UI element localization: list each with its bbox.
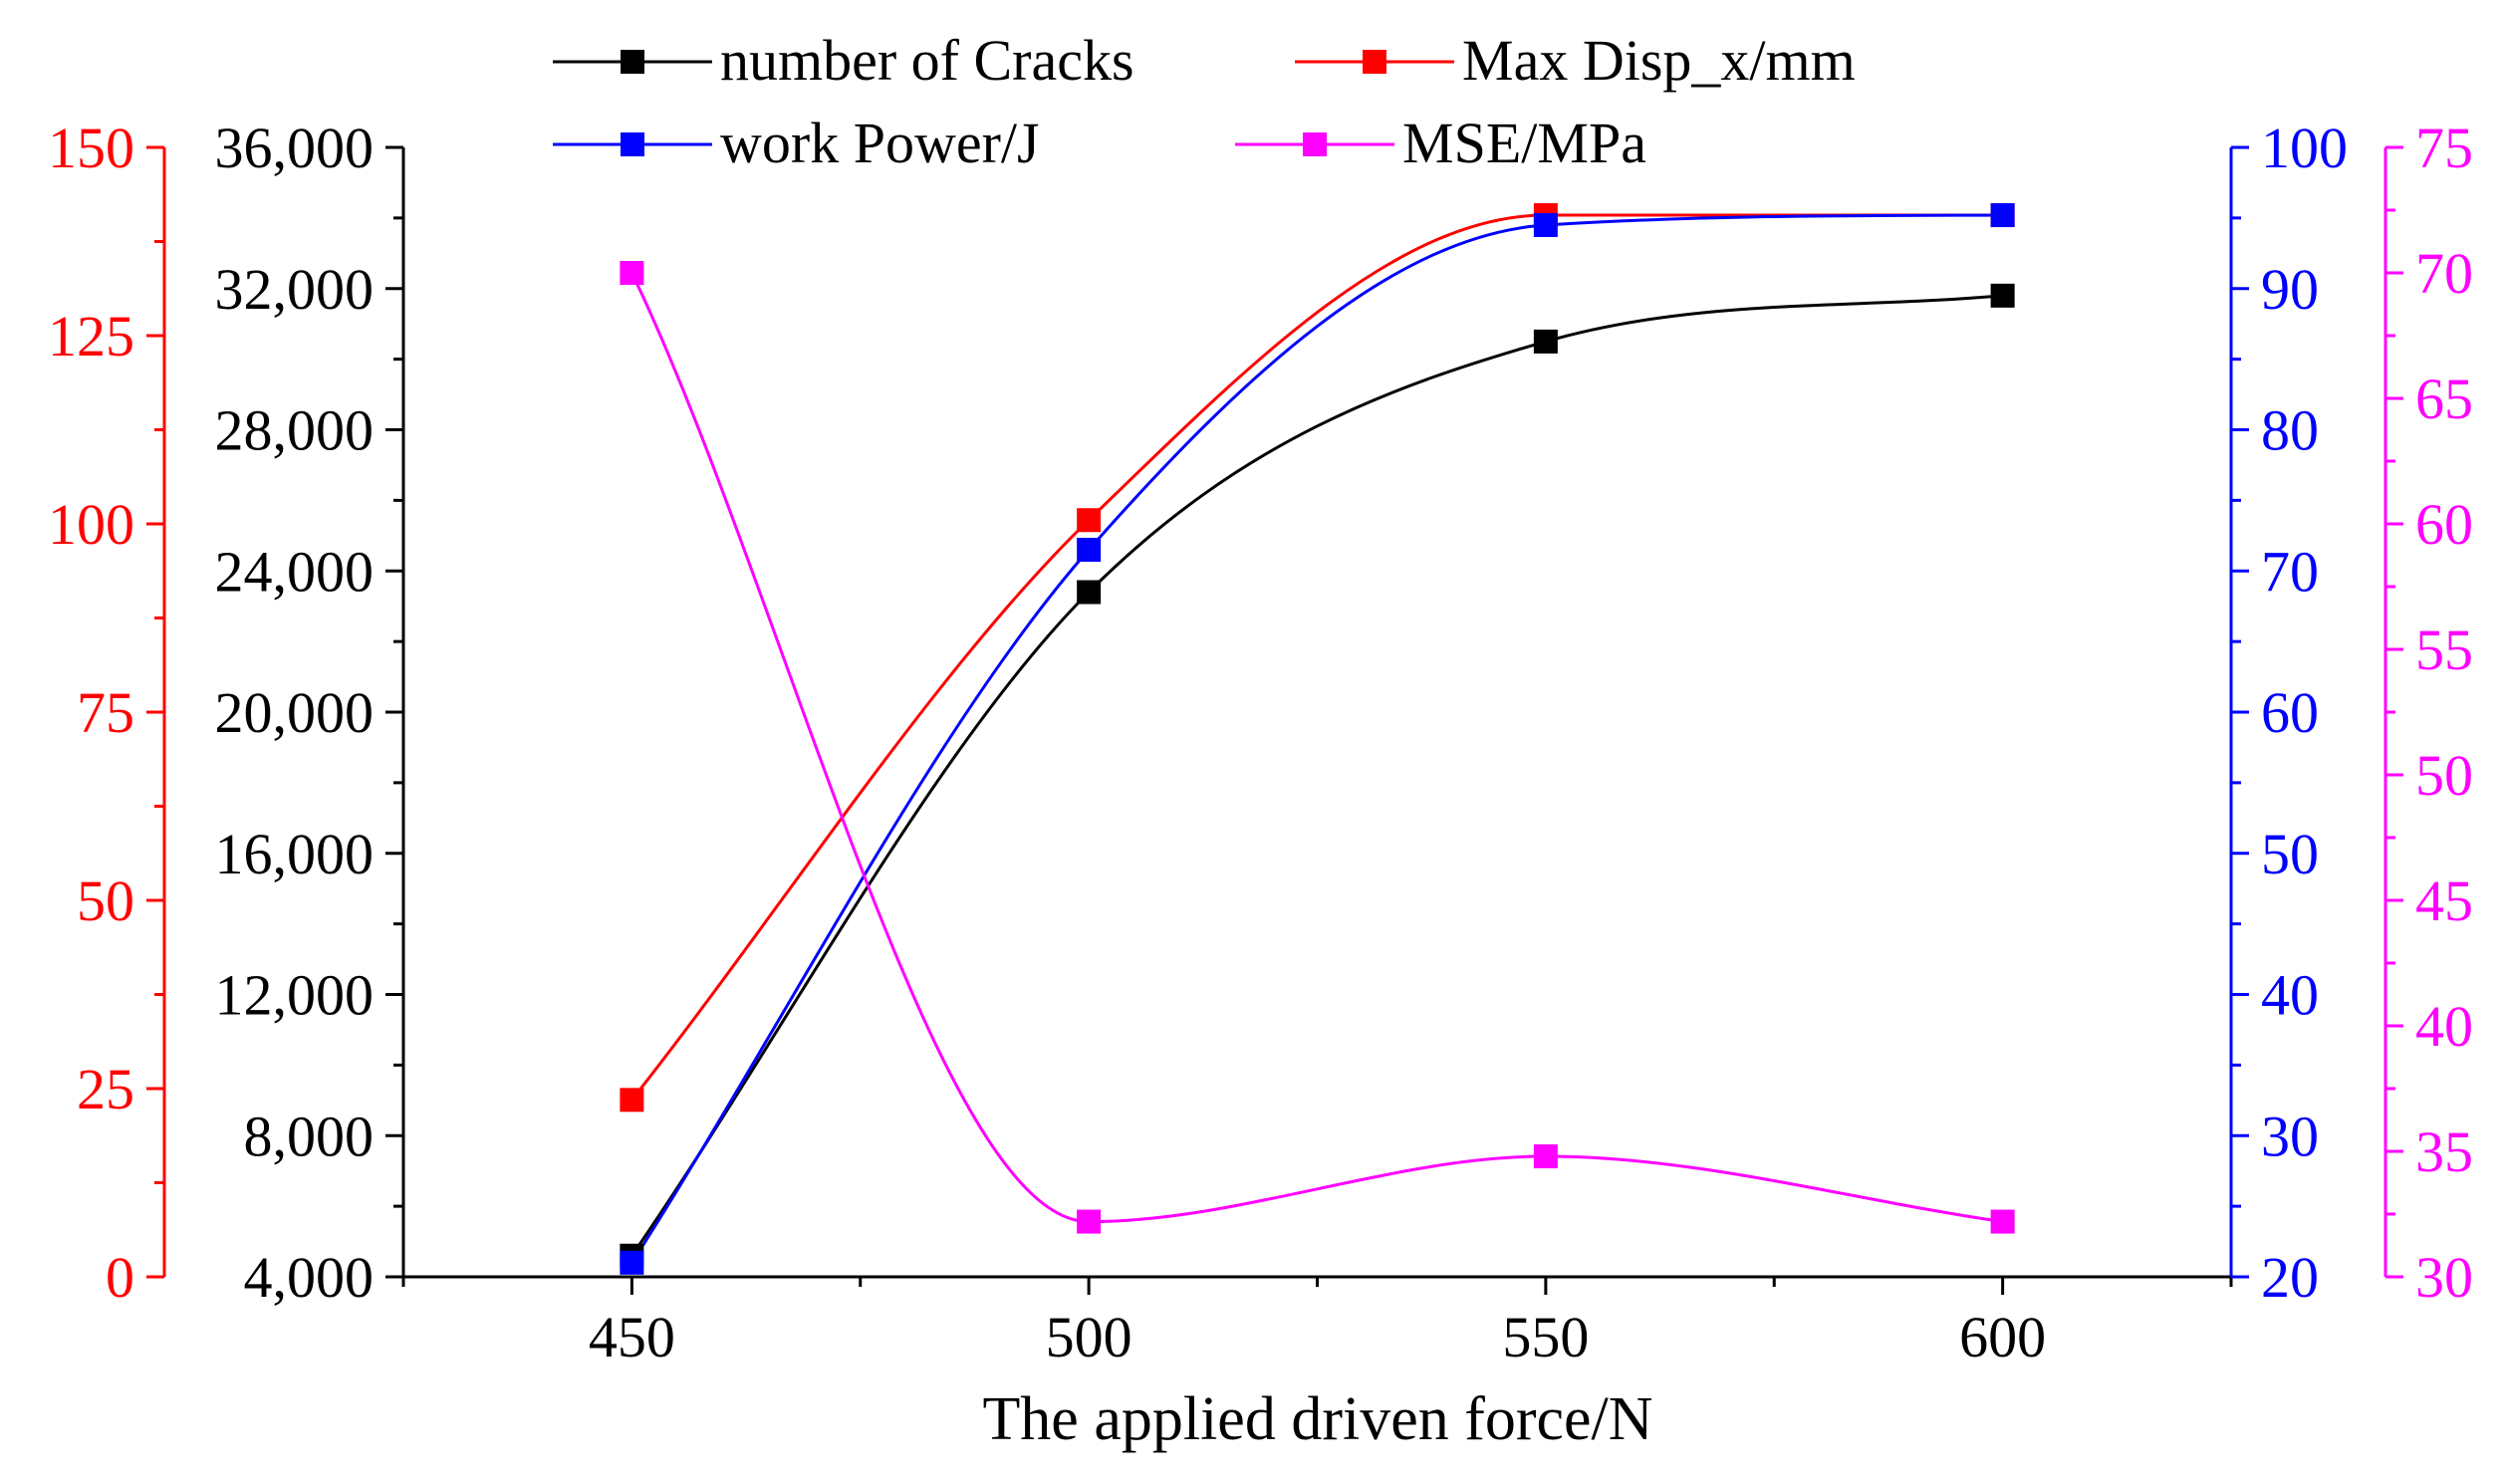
data-point-mse-mpa bbox=[1077, 1209, 1102, 1234]
legend-entry: Max Disp_x/mm bbox=[1295, 28, 1856, 93]
series-line-max-disp-x-mm bbox=[630, 213, 2003, 1102]
y_disp-tick-label: 150 bbox=[48, 116, 134, 180]
y_mse-tick-label: 35 bbox=[2415, 1119, 2473, 1184]
y_disp-tick-label: 100 bbox=[48, 492, 134, 557]
legend-label: MSE/MPa bbox=[1402, 111, 1646, 175]
legend-marker bbox=[1363, 50, 1386, 74]
x-tick-label: 600 bbox=[1959, 1305, 2046, 1369]
y_power-tick-label: 90 bbox=[2261, 257, 2319, 322]
tick-labels-layer: 450 500 550 600 0 25 50 75 100 125 150 4,000 8,000 12… bbox=[48, 116, 2473, 1369]
y_power-tick-label: 70 bbox=[2261, 539, 2319, 604]
y_mse-tick-label: 40 bbox=[2415, 994, 2473, 1059]
y_disp-tick-label: 0 bbox=[106, 1245, 134, 1310]
legend-entry: MSE/MPa bbox=[1235, 111, 1646, 175]
y_cracks-tick-label: 8,000 bbox=[244, 1104, 375, 1168]
y_mse-tick-label: 65 bbox=[2415, 367, 2473, 431]
x-tick-label: 500 bbox=[1046, 1305, 1132, 1369]
y_mse-tick-label: 70 bbox=[2415, 241, 2473, 306]
y_cracks-tick-label: 24,000 bbox=[215, 539, 375, 604]
curves-layer bbox=[630, 213, 2003, 1264]
y_mse-tick-label: 60 bbox=[2415, 492, 2473, 557]
legend-marker bbox=[621, 132, 644, 156]
y_cracks-tick-label: 32,000 bbox=[215, 257, 375, 322]
series-line-mse-mpa bbox=[630, 272, 2003, 1224]
y_power-tick-label: 100 bbox=[2261, 116, 2348, 180]
y_cracks-tick-label: 20,000 bbox=[215, 680, 375, 745]
y_mse-tick-label: 30 bbox=[2415, 1245, 2473, 1310]
y_disp-tick-label: 50 bbox=[77, 868, 134, 933]
y_mse-tick-label: 55 bbox=[2415, 618, 2473, 682]
data-point-work-power-j bbox=[620, 1250, 644, 1275]
y_mse-tick-label: 45 bbox=[2415, 868, 2473, 933]
series-line-number-of-cracks bbox=[630, 294, 2003, 1257]
y_cracks-tick-label: 16,000 bbox=[215, 822, 375, 886]
data-point-number-of-cracks bbox=[1077, 580, 1102, 605]
legend-marker bbox=[621, 50, 644, 74]
data-point-mse-mpa bbox=[1533, 1144, 1558, 1169]
y_power-tick-label: 50 bbox=[2261, 822, 2319, 886]
x-axis-title: The applied driven force/N bbox=[982, 1385, 1652, 1453]
legend-label: number of Cracks bbox=[720, 28, 1134, 93]
y_power-tick-label: 60 bbox=[2261, 680, 2319, 745]
data-point-mse-mpa bbox=[1990, 1209, 2015, 1234]
points-layer bbox=[620, 203, 2015, 1275]
y_cracks-tick-label: 4,000 bbox=[244, 1245, 375, 1310]
data-point-number-of-cracks bbox=[1533, 329, 1558, 354]
data-point-mse-mpa bbox=[620, 261, 644, 285]
y_disp-tick-label: 25 bbox=[77, 1057, 134, 1121]
y_cracks-tick-label: 12,000 bbox=[215, 963, 375, 1028]
y_power-tick-label: 40 bbox=[2261, 963, 2319, 1028]
y_disp-tick-label: 75 bbox=[77, 680, 134, 745]
x-tick-label: 450 bbox=[589, 1305, 675, 1369]
axes-layer bbox=[146, 145, 2403, 1295]
y_disp-tick-label: 125 bbox=[48, 304, 134, 369]
y_cracks-tick-label: 28,000 bbox=[215, 398, 375, 463]
data-point-work-power-j bbox=[1077, 537, 1102, 562]
x-tick-label: 550 bbox=[1502, 1305, 1589, 1369]
data-point-work-power-j bbox=[1533, 212, 1558, 237]
data-point-max-disp-x-mm bbox=[620, 1088, 644, 1113]
legend-entry: number of Cracks bbox=[553, 28, 1134, 93]
legend-entry: work Power/J bbox=[553, 111, 1040, 175]
y_cracks-tick-label: 36,000 bbox=[215, 116, 375, 180]
legend-label: Max Disp_x/mm bbox=[1462, 28, 1856, 93]
y_power-tick-label: 80 bbox=[2261, 398, 2319, 463]
legend-label: work Power/J bbox=[720, 111, 1040, 175]
data-point-number-of-cracks bbox=[1990, 283, 2015, 308]
series-line-work-power-j bbox=[630, 213, 2003, 1264]
y_mse-tick-label: 75 bbox=[2415, 116, 2473, 180]
data-point-max-disp-x-mm bbox=[1077, 508, 1102, 533]
y_power-tick-label: 30 bbox=[2261, 1104, 2319, 1168]
legend-marker bbox=[1303, 132, 1327, 156]
data-point-work-power-j bbox=[1990, 203, 2015, 228]
y_mse-tick-label: 50 bbox=[2415, 743, 2473, 808]
y_power-tick-label: 20 bbox=[2261, 1245, 2319, 1310]
